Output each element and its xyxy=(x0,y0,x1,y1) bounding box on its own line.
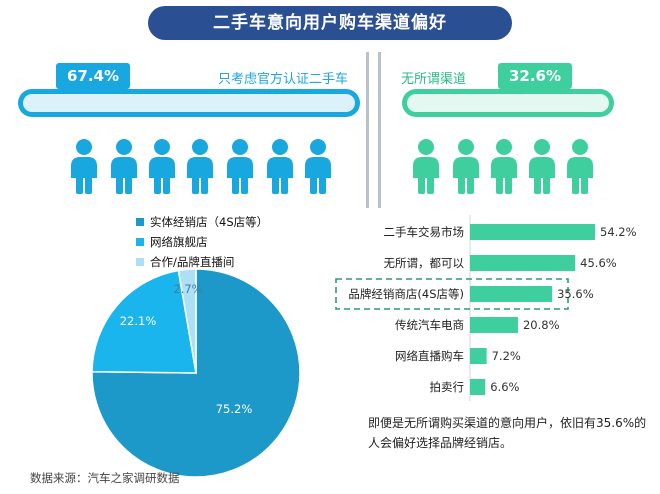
pie-value-label: 22.1% xyxy=(120,314,157,328)
pie-chart: 75.2% 22.1% 2.7% xyxy=(91,268,301,478)
right-bar-inner xyxy=(407,94,609,112)
person-icon xyxy=(453,139,479,194)
pie-value-label: 75.2% xyxy=(216,402,253,416)
bar-value-label: 7.2% xyxy=(492,349,521,363)
legend-item: 网络旗舰店 xyxy=(136,232,268,252)
legend-item: 实体经销店（4S店等） xyxy=(136,212,268,232)
pie-slice xyxy=(91,268,301,478)
bar-value-label: 20.8% xyxy=(523,318,560,332)
legend-swatch-0 xyxy=(136,218,144,226)
bar-value-label: 54.2% xyxy=(600,225,637,239)
bar-category-label: 品牌经销商店(4S店等) xyxy=(348,287,464,301)
bar xyxy=(470,286,553,302)
bar xyxy=(470,348,487,364)
bar xyxy=(470,317,518,333)
person-icon xyxy=(149,139,175,194)
data-source: 数据来源：汽车之家调研数据 xyxy=(30,471,180,485)
person-icon xyxy=(227,139,253,194)
divider-line xyxy=(378,52,381,208)
legend-swatch-1 xyxy=(136,238,144,246)
legend-label: 实体经销店（4S店等） xyxy=(150,215,269,229)
bar-value-label: 6.6% xyxy=(490,380,519,394)
bar-category-label: 网络直播购车 xyxy=(395,349,464,363)
person-icon xyxy=(529,139,555,194)
pie-legend: 实体经销店（4S店等） 网络旗舰店 合作/品牌直播间 xyxy=(136,212,268,272)
banner-graphic xyxy=(18,52,614,208)
bar-category-label: 无所谓，都可以 xyxy=(384,256,465,270)
page-title: 二手车意向用户购车渠道偏好 xyxy=(148,6,512,40)
person-icon xyxy=(187,139,213,194)
bar-category-label: 二手车交易市场 xyxy=(384,225,465,239)
bar-value-label: 45.6% xyxy=(580,256,617,270)
pie-slice xyxy=(177,268,197,374)
bar-chart: 二手车交易市场 54.2% 无所谓，都可以 45.6% 品牌经销商店(4S店等) 35.6… xyxy=(335,215,637,401)
left-percent-badge: 67.4% xyxy=(56,63,130,89)
divider-line xyxy=(366,52,369,208)
person-icon xyxy=(305,139,331,194)
person-icon xyxy=(111,139,137,194)
right-percent-badge: 32.6% xyxy=(498,63,572,89)
person-icon xyxy=(71,139,97,194)
chart-note: 即便是无所谓购买渠道的意向用户，依旧有35.6%的人会偏好选择品牌经销店。 xyxy=(368,416,647,450)
person-icon xyxy=(413,139,439,194)
left-bar-inner xyxy=(23,94,355,112)
bar-category-label: 传统汽车电商 xyxy=(395,318,464,332)
person-icon xyxy=(267,139,293,194)
legend-label: 网络旗舰店 xyxy=(150,235,208,249)
legend-item: 合作/品牌直播间 xyxy=(136,252,268,272)
bar-category-label: 拍卖行 xyxy=(430,380,465,394)
pie-slice xyxy=(91,269,197,374)
person-icon xyxy=(567,139,593,194)
left-bar-label: 只考虑官方认证二手车 xyxy=(218,72,349,87)
legend-swatch-2 xyxy=(136,258,144,266)
pie-value-label: 2.7% xyxy=(173,282,202,296)
highlight-box xyxy=(335,278,569,310)
person-icon xyxy=(491,139,517,194)
bar-value-label: 35.6% xyxy=(557,287,594,301)
bar xyxy=(470,255,576,271)
bar xyxy=(470,379,486,395)
right-bar-label: 无所谓渠道 xyxy=(401,72,467,87)
legend-label: 合作/品牌直播间 xyxy=(150,255,235,269)
bar xyxy=(470,224,595,240)
